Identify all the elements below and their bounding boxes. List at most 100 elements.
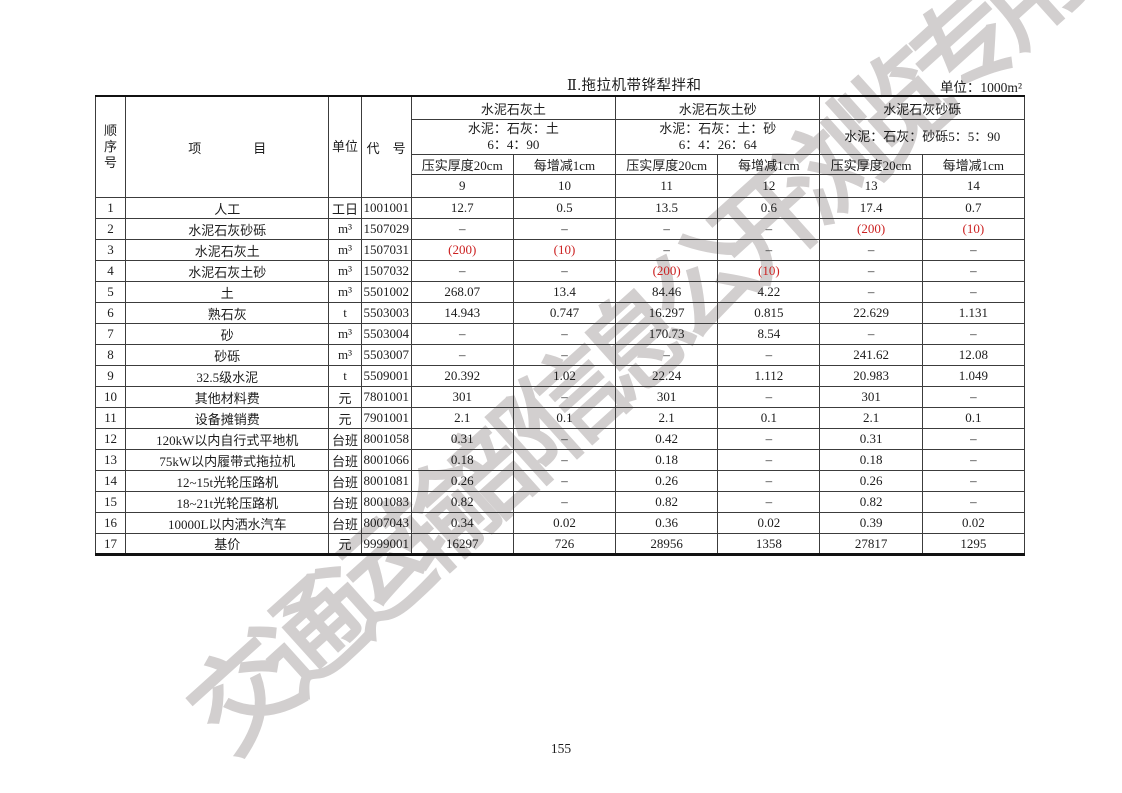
value-cell: 0.02 <box>512 512 617 534</box>
item-cell: 砂砾 <box>125 344 330 366</box>
value-cell: 4.22 <box>717 281 821 303</box>
table-row: 16 10000L以内洒水汽车 台班 8007043 0.34 0.02 0.36 0.02 0… <box>94 512 1026 534</box>
value-cell: 0.747 <box>512 302 617 324</box>
value-cell: 1358 <box>717 533 821 555</box>
table-row: 2 水泥石灰砂砾 m³ 1507029– – – – (200) (10) <box>94 218 1026 240</box>
table-row: 5 土 m³ 5501002 268.07 13.4 84.46 4.22– – <box>94 281 1026 303</box>
code-cell: 5509001 <box>360 365 412 387</box>
value-cell: 0.1 <box>717 407 821 429</box>
value-cell: 0.31 <box>819 428 923 450</box>
value-cell: 0.1 <box>512 407 617 429</box>
value-cell: 0.82 <box>615 491 719 513</box>
value-cell: 1.112 <box>717 365 821 387</box>
value-cell: 0.7 <box>921 197 1026 219</box>
value-cell: 1295 <box>921 533 1026 555</box>
unit-cell: 台班 <box>328 512 362 534</box>
value-cell: – <box>512 491 617 513</box>
ratio-line: 水泥：石灰：土 <box>467 121 559 136</box>
value-cell: 17.4 <box>819 197 923 219</box>
code-cell: 8001058 <box>360 428 412 450</box>
unit-cell: m³ <box>328 344 362 366</box>
title-bar: Ⅱ.拖拉机带铧犁拌和 单位：1000m² <box>0 72 1122 95</box>
value-cell: – <box>410 260 514 282</box>
table-body: 1 人工 工日 1001001 12.7 0.5 13.5 0.6 17.4 0.7 2 水泥石灰砂砾… <box>94 197 1026 555</box>
quota-table: 顺序号 项 目 单位 代 号 水泥石灰土 水泥石灰土砂 水泥石灰砂砾 水泥：石灰… <box>94 95 1026 556</box>
group-name-2: 水泥石灰土砂 <box>615 95 821 120</box>
value-cell: – <box>615 344 719 366</box>
value-cell: – <box>717 218 821 240</box>
unit-cell: m³ <box>328 281 362 303</box>
unit-cell: m³ <box>328 260 362 282</box>
header-code: 代 号 <box>360 95 412 198</box>
unit-label: 单位：1000m² <box>939 80 1022 95</box>
table-row: 9 32.5级水泥 t 5509001 20.392 1.02 22.24 1.112 20.9… <box>94 365 1026 387</box>
item-cell: 水泥石灰土 <box>125 239 330 261</box>
value-cell: – <box>921 428 1026 450</box>
group-name-3: 水泥石灰砂砾 <box>819 95 1025 120</box>
code-cell: 1507031 <box>360 239 412 261</box>
value-cell: 12.7 <box>410 197 514 219</box>
seq-cell: 8 <box>94 344 127 366</box>
unit-cell: 工日 <box>328 197 362 219</box>
group-ratio-2: 水泥：石灰：土：砂 6：4：26：64 <box>615 119 821 155</box>
item-cell: 32.5级水泥 <box>125 365 330 387</box>
seq-cell: 10 <box>94 386 127 408</box>
value-cell: 13.5 <box>615 197 719 219</box>
value-cell: – <box>512 218 617 240</box>
subheader-increment: 每增减1cm <box>717 154 821 175</box>
value-cell: 22.24 <box>615 365 719 387</box>
value-cell: 0.6 <box>717 197 821 219</box>
value-cell: 268.07 <box>410 281 514 303</box>
item-cell: 水泥石灰砂砾 <box>125 218 330 240</box>
seq-cell: 4 <box>94 260 127 282</box>
value-cell: – <box>921 491 1026 513</box>
value-cell: 301 <box>410 386 514 408</box>
value-cell: – <box>512 449 617 471</box>
value-cell: – <box>819 260 923 282</box>
value-cell: (10) <box>512 239 617 261</box>
value-cell: 16.297 <box>615 302 719 324</box>
unit-cell: m³ <box>328 323 362 345</box>
value-cell: – <box>717 239 821 261</box>
value-cell: 0.82 <box>410 491 514 513</box>
value-cell: 2.1 <box>615 407 719 429</box>
table-row: 7 砂 m³ 5503004– –170.73 8.54– – <box>94 323 1026 345</box>
value-cell: 8.54 <box>717 323 821 345</box>
seq-cell: 15 <box>94 491 127 513</box>
value-cell: – <box>921 323 1026 345</box>
value-cell: 0.31 <box>410 428 514 450</box>
code-cell: 1507029 <box>360 218 412 240</box>
value-cell: 0.26 <box>819 470 923 492</box>
value-cell: – <box>512 470 617 492</box>
subheader-increment: 每增减1cm <box>921 154 1026 175</box>
code-cell: 9999001 <box>360 533 412 555</box>
code-cell: 5503003 <box>360 302 412 324</box>
unit-cell: 元 <box>328 533 362 555</box>
value-cell: 0.18 <box>410 449 514 471</box>
value-cell: 22.629 <box>819 302 923 324</box>
unit-cell: 台班 <box>328 470 362 492</box>
table-row: 10 其他材料费元 7801001 301–301–301– <box>94 386 1026 408</box>
subheader-thickness: 压实厚度20cm <box>819 154 923 175</box>
column-number: 14 <box>921 174 1026 198</box>
column-number: 9 <box>410 174 514 198</box>
value-cell: 170.73 <box>615 323 719 345</box>
value-cell: 28956 <box>615 533 719 555</box>
value-cell: 0.02 <box>717 512 821 534</box>
value-cell: 0.26 <box>410 470 514 492</box>
table-row: 11 设备摊销费元 7901001 2.1 0.1 2.1 0.1 2.1 0.1 <box>94 407 1026 429</box>
code-cell: 5503007 <box>360 344 412 366</box>
item-cell: 土 <box>125 281 330 303</box>
value-cell: 0.34 <box>410 512 514 534</box>
value-cell: 14.943 <box>410 302 514 324</box>
value-cell: 20.392 <box>410 365 514 387</box>
code-cell: 5501002 <box>360 281 412 303</box>
value-cell: 2.1 <box>819 407 923 429</box>
value-cell: – <box>717 344 821 366</box>
seq-cell: 1 <box>94 197 127 219</box>
table-row: 4 水泥石灰土砂 m³ 1507032– – (200) (10) – – <box>94 260 1026 282</box>
unit-cell: t <box>328 365 362 387</box>
table-row: 13 75kW以内履带式拖拉机 台班 8001066 0.18–0.18–0.18– <box>94 449 1026 471</box>
value-cell: 1.049 <box>921 365 1026 387</box>
group-ratio-1: 水泥：石灰：土 6：4：90 <box>410 119 617 155</box>
